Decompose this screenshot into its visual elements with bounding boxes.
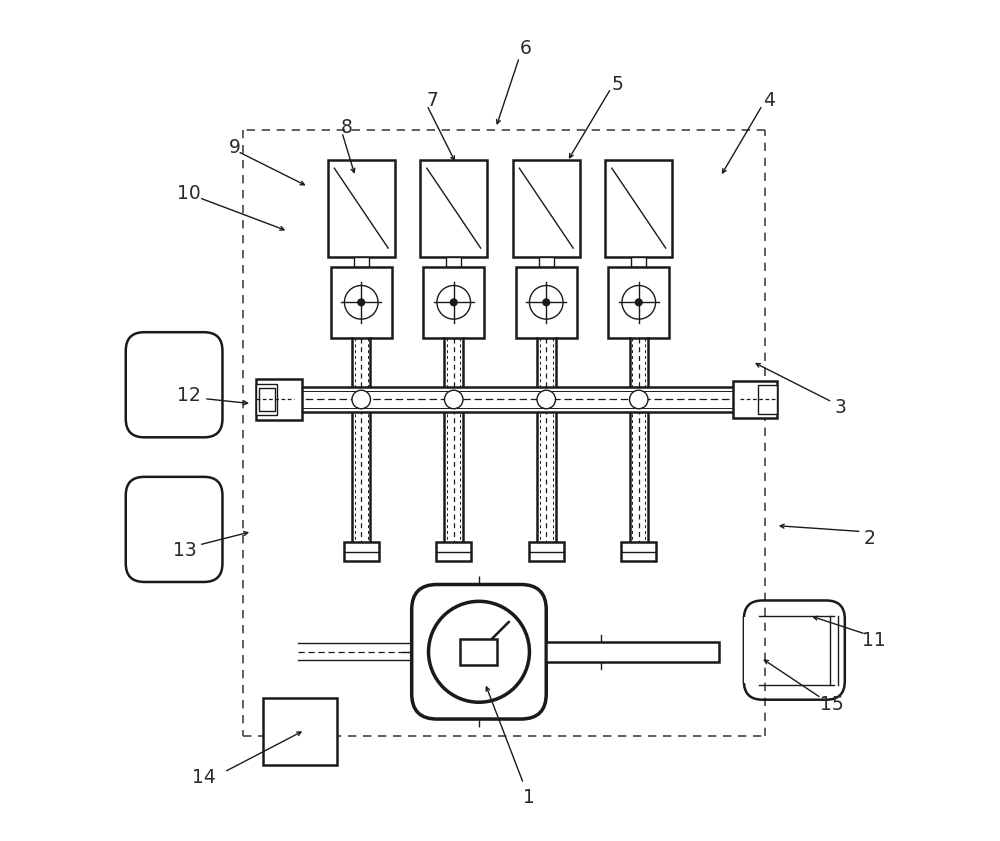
Text: 3: 3: [835, 399, 847, 417]
Bar: [420, 160, 487, 257]
Bar: [529, 542, 564, 561]
Bar: [436, 542, 471, 561]
Circle shape: [543, 299, 550, 306]
Circle shape: [450, 299, 457, 306]
Bar: [605, 160, 672, 257]
Text: 4: 4: [763, 92, 775, 110]
Bar: [259, 388, 275, 411]
Bar: [539, 257, 554, 267]
Bar: [621, 542, 656, 561]
Bar: [328, 160, 395, 257]
Circle shape: [358, 299, 365, 306]
FancyBboxPatch shape: [412, 584, 546, 719]
Circle shape: [630, 390, 648, 409]
Bar: [446, 257, 461, 267]
Bar: [263, 698, 337, 765]
Bar: [423, 267, 484, 338]
Bar: [294, 387, 740, 412]
Bar: [331, 267, 392, 338]
Text: 15: 15: [820, 696, 844, 714]
Text: 7: 7: [427, 92, 439, 110]
Circle shape: [444, 390, 463, 409]
Bar: [631, 257, 646, 267]
Bar: [256, 384, 277, 415]
Text: 8: 8: [341, 119, 353, 137]
Bar: [608, 267, 669, 338]
Bar: [516, 267, 577, 338]
Text: 6: 6: [519, 40, 531, 58]
Bar: [733, 381, 777, 418]
Text: 14: 14: [192, 769, 216, 787]
Text: 13: 13: [173, 542, 196, 560]
Text: 10: 10: [177, 184, 201, 203]
Text: 1: 1: [523, 788, 535, 807]
Circle shape: [352, 390, 370, 409]
Text: 5: 5: [612, 75, 624, 93]
Text: 9: 9: [229, 138, 241, 156]
Bar: [758, 385, 777, 414]
Bar: [513, 160, 580, 257]
Text: 2: 2: [864, 529, 876, 547]
Bar: [744, 617, 757, 683]
Bar: [460, 639, 497, 664]
Circle shape: [635, 299, 642, 306]
Text: 11: 11: [862, 632, 886, 650]
Bar: [256, 379, 302, 420]
Circle shape: [537, 390, 556, 409]
Bar: [354, 257, 369, 267]
Text: 12: 12: [177, 386, 201, 405]
Bar: [546, 642, 719, 662]
Bar: [344, 542, 379, 561]
